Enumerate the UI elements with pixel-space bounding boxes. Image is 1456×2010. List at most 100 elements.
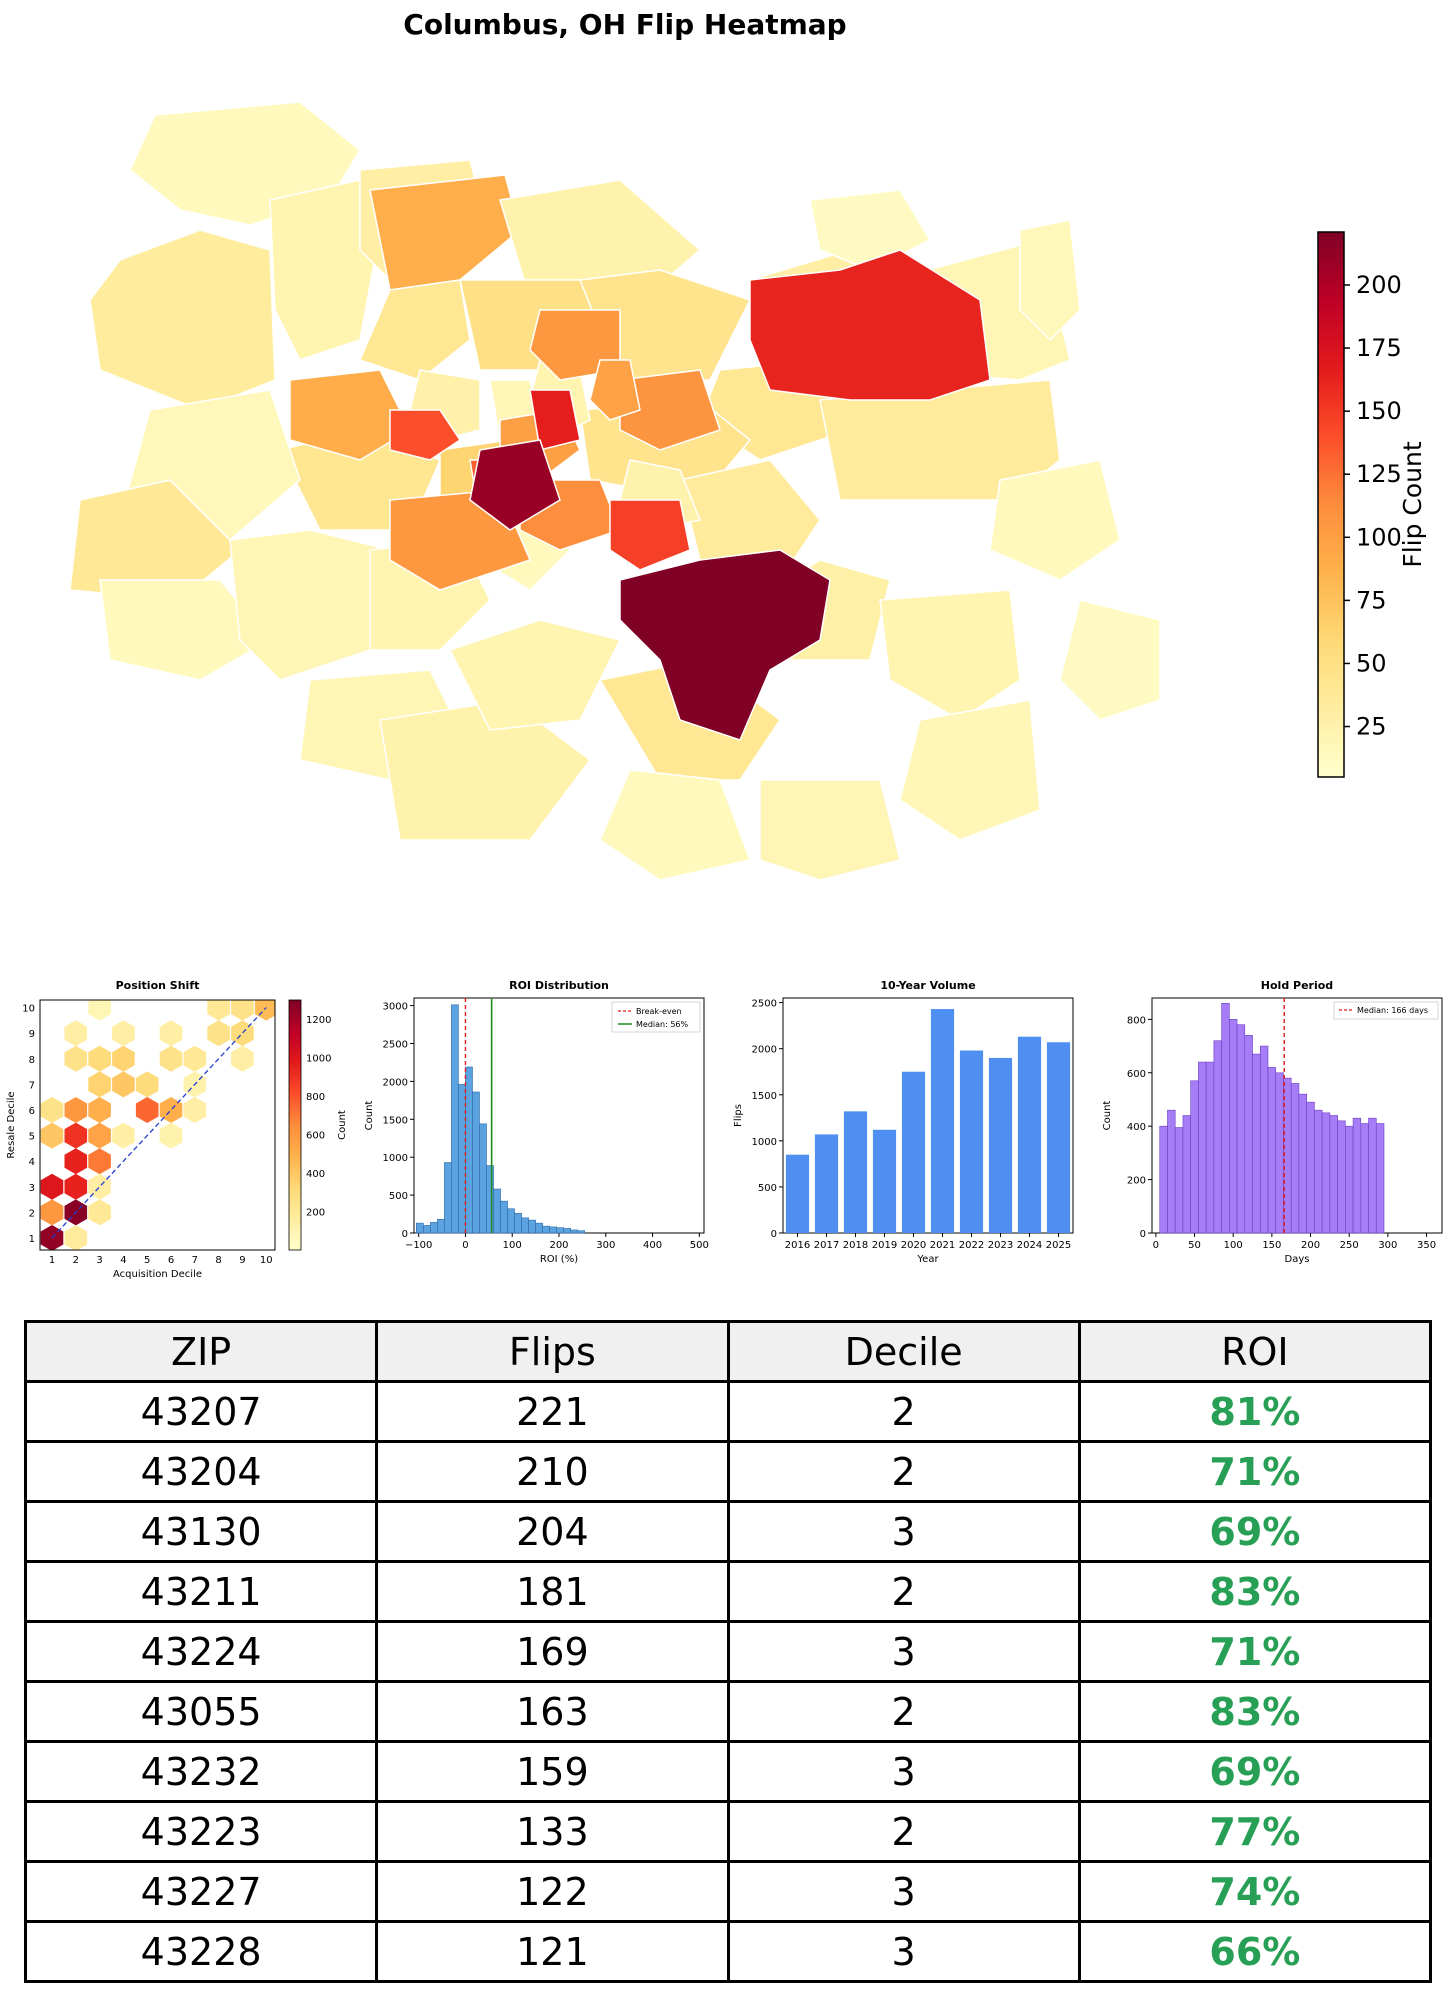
x-tick-label: 2017 [814,1240,839,1251]
histogram-bar [1236,1024,1246,1234]
histogram-bar [556,1227,564,1234]
histogram-bar [1159,1125,1168,1234]
hexbin-cell [112,1045,135,1072]
hexbin-cell [159,1097,183,1123]
histogram-bar [1345,1125,1354,1234]
decile-cell: 2 [726,1680,1081,1743]
hexbin-cell [135,1071,159,1098]
colorbar-tick-label: 25 [1356,713,1387,741]
colorbar-tick-label: 175 [1356,334,1402,362]
chart-title: Hold Period [1261,979,1333,992]
histogram-bar [1190,1080,1199,1234]
volume-bar [988,1057,1013,1233]
flips-cell: 169 [375,1620,730,1683]
hexbin-cell [64,1020,88,1047]
x-tick-label: 4 [120,1255,126,1266]
hexbin-cell [88,1000,111,1021]
volume-bar [959,1050,984,1233]
roi-cell: 83% [1077,1560,1433,1623]
hexbin-cell [88,1199,111,1226]
map-region [289,369,411,461]
hexbin-cell [183,1045,207,1072]
x-tick-label: 2024 [1017,1240,1042,1251]
histogram-bar [458,1084,466,1234]
histogram-bar [1329,1115,1338,1234]
colorbar-tick-label: 1000 [306,1054,331,1065]
x-tick-label: 350 [1417,1240,1436,1251]
y-tick-label: 1000 [383,1153,408,1164]
y-tick-label: 3000 [383,1002,408,1013]
x-tick-label: 2023 [988,1240,1013,1251]
map-region [389,409,462,461]
zip-cell: 43055 [23,1680,379,1743]
histogram-bar [1244,1035,1253,1234]
volume-bar [814,1134,839,1233]
x-tick-label: 2020 [901,1240,926,1251]
x-tick-label: 250 [1340,1240,1359,1251]
hexbin-cell [64,1045,88,1072]
flips-cell: 121 [375,1920,730,1983]
y-tick-label: 10 [22,1004,35,1015]
hexbin-cell [254,1000,275,1021]
colorbar-tick-label: 600 [306,1131,325,1142]
y-tick-label: 8 [29,1055,35,1066]
histogram-bar [479,1123,487,1234]
map-region [619,369,721,451]
histogram-bar [444,1162,452,1234]
y-axis-label: Resale Decile [6,1091,17,1158]
roi-cell: 69% [1077,1740,1433,1803]
histogram-bar [1198,1061,1207,1234]
y-tick-label: 1500 [383,1115,408,1126]
roi-cell: 74% [1077,1860,1433,1923]
histogram-bar [486,1165,494,1234]
histogram-bar [1360,1123,1369,1234]
hexbin-cell [40,1173,64,1200]
y-tick-label: 4 [29,1157,35,1168]
histogram-bar [451,1004,459,1234]
histogram-bar [437,1219,445,1234]
map-colorbar: 200 175 150 125 100 75 50 25 Flip Count [1317,231,1427,778]
y-tick-label: 6 [29,1106,35,1117]
zip-cell: 43224 [23,1620,379,1683]
y-axis-label: Flips [733,1104,744,1127]
flips-cell: 181 [375,1560,730,1623]
flips-cell: 159 [375,1740,730,1803]
y-tick-label: 9 [29,1029,35,1040]
hexbin-cell [40,1199,64,1226]
colorbar-tick-label: 150 [1356,397,1402,425]
y-tick-label: 1500 [752,1091,777,1102]
y-tick-label: 200 [1127,1176,1146,1187]
colorbar-tick-label: 1200 [306,1015,331,1026]
x-tick-label: 500 [690,1240,709,1251]
legend-entry: Break-even [636,1007,682,1016]
colorbar-tick-label: 200 [1356,271,1402,299]
y-tick-label: 0 [402,1229,408,1240]
y-tick-label: 2500 [752,999,777,1010]
x-tick-label: 100 [503,1240,522,1251]
x-tick-label: 10 [260,1255,273,1266]
legend-box [1333,1001,1439,1020]
y-tick-label: 2500 [383,1039,408,1050]
x-axis-label: Acquisition Decile [113,1269,202,1280]
x-tick-label: 200 [549,1240,568,1251]
hexbin-cell [88,1122,111,1149]
hexbin-cell [207,1000,230,1021]
histogram-bar [570,1229,579,1234]
x-tick-label: 2 [73,1255,79,1266]
y-axis-label: Count [1102,1101,1113,1131]
colorbar-gradient [1317,231,1345,778]
hexbin-cell [64,1225,88,1250]
map-region [609,499,691,571]
flips-cell: 221 [375,1380,730,1443]
volume-bar [1017,1036,1042,1233]
map-region [989,459,1121,581]
x-tick-label: 2019 [872,1240,897,1251]
map-region [369,174,521,291]
map-region [529,389,581,451]
hexbin-cell [88,1148,111,1175]
colorbar-tick-label: 800 [306,1092,325,1103]
x-tick-label: 3 [96,1255,102,1266]
decile-cell: 3 [726,1920,1081,1983]
chart-title: Position Shift [116,979,200,992]
y-tick-label: 500 [758,1183,777,1194]
